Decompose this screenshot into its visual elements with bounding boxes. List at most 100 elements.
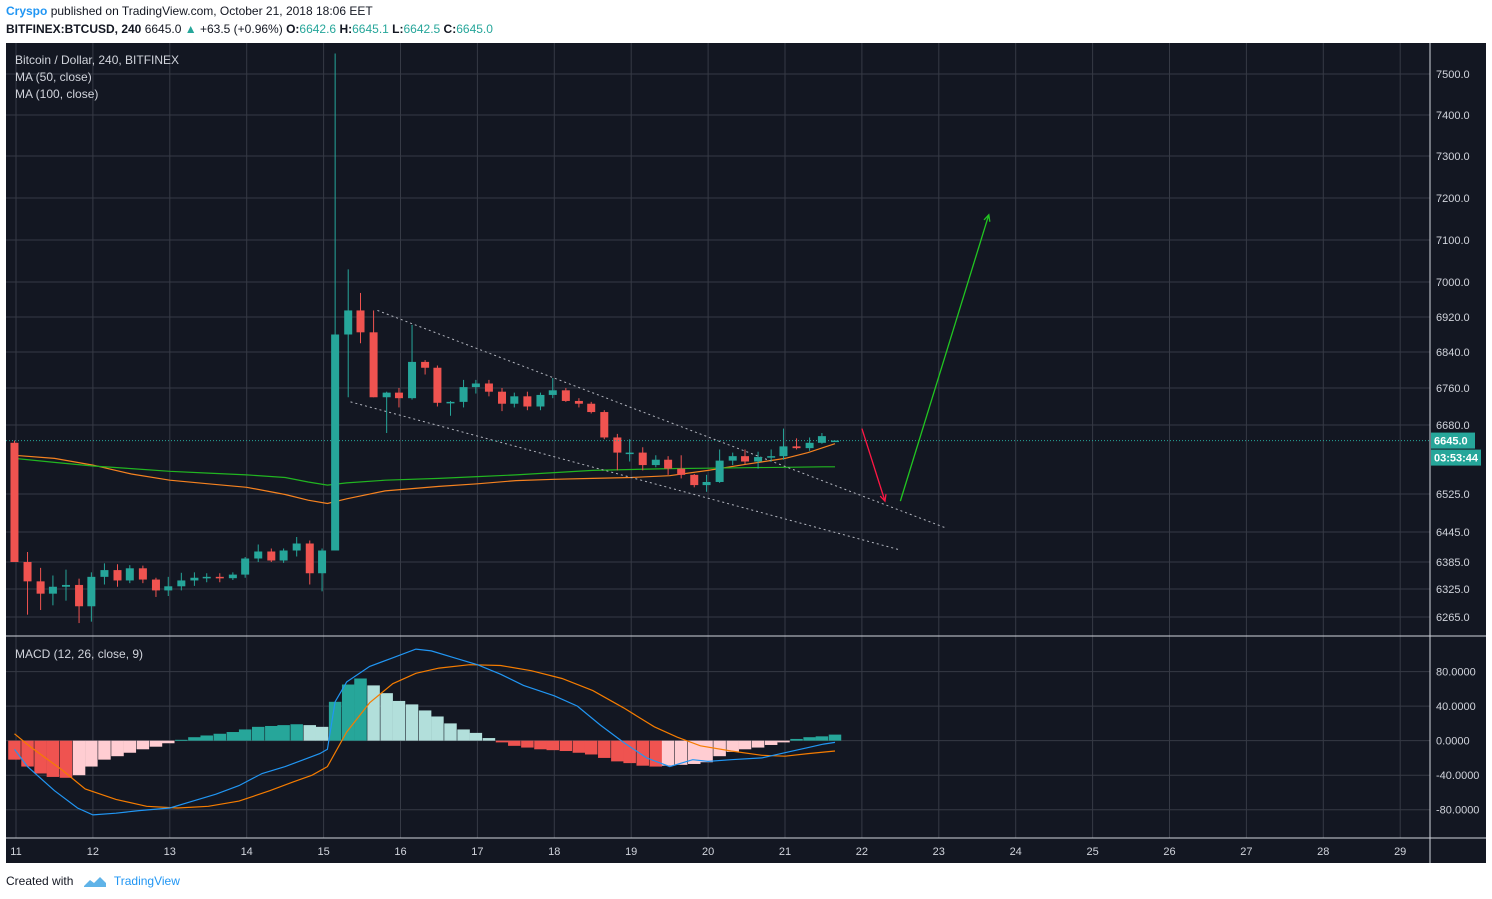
- macd-histogram-bar[interactable]: [136, 740, 150, 750]
- candle-down[interactable]: [574, 400, 583, 404]
- macd-histogram-bar[interactable]: [34, 740, 47, 774]
- candle-down[interactable]: [10, 442, 19, 562]
- macd-histogram-bar[interactable]: [303, 725, 317, 741]
- macd-histogram-bar[interactable]: [188, 737, 201, 741]
- author-link[interactable]: Cryspo: [6, 4, 48, 18]
- candle-down[interactable]: [23, 562, 32, 582]
- macd-histogram-bar[interactable]: [584, 740, 598, 755]
- candle-down[interactable]: [613, 437, 622, 453]
- macd-histogram-bar[interactable]: [328, 701, 342, 741]
- candle-up[interactable]: [779, 446, 788, 457]
- candle-up[interactable]: [715, 460, 724, 482]
- macd-histogram-bar[interactable]: [238, 729, 252, 741]
- macd-histogram-bar[interactable]: [790, 738, 803, 741]
- candle-down[interactable]: [523, 396, 532, 407]
- candle-down[interactable]: [151, 579, 160, 591]
- candle-up[interactable]: [87, 576, 96, 607]
- candle-down[interactable]: [113, 570, 122, 581]
- macd-histogram-bar[interactable]: [559, 740, 573, 752]
- candle-up[interactable]: [471, 383, 480, 388]
- macd-histogram-bar[interactable]: [546, 740, 560, 751]
- candle-up[interactable]: [190, 577, 199, 581]
- candle-down[interactable]: [690, 474, 699, 486]
- macd-histogram-bar[interactable]: [521, 740, 534, 748]
- candle-down[interactable]: [587, 403, 596, 413]
- candle-up[interactable]: [536, 394, 545, 407]
- candle-up[interactable]: [177, 580, 186, 587]
- macd-histogram-bar[interactable]: [200, 735, 213, 741]
- macd-histogram-bar[interactable]: [534, 740, 547, 750]
- candle-up[interactable]: [254, 551, 263, 559]
- macd-histogram-bar[interactable]: [611, 740, 624, 762]
- candle-up[interactable]: [651, 459, 660, 466]
- legend-ma100[interactable]: MA (100, close): [15, 87, 98, 101]
- candle-up[interactable]: [100, 570, 109, 577]
- macd-histogram-bar[interactable]: [405, 704, 419, 741]
- macd-histogram-bar[interactable]: [85, 740, 98, 767]
- macd-histogram-bar[interactable]: [72, 740, 86, 776]
- channel-trendline[interactable]: [377, 309, 947, 529]
- macd-histogram-bar[interactable]: [469, 732, 483, 741]
- candle-up[interactable]: [408, 361, 417, 399]
- candle-down[interactable]: [484, 383, 493, 392]
- macd-histogram-bar[interactable]: [661, 740, 675, 766]
- macd-histogram-bar[interactable]: [341, 684, 355, 741]
- macd-histogram-bar[interactable]: [495, 740, 509, 743]
- candle-down[interactable]: [75, 584, 84, 607]
- candle-down[interactable]: [638, 452, 647, 466]
- macd-histogram-bar[interactable]: [290, 724, 303, 741]
- candle-down[interactable]: [677, 468, 686, 475]
- macd-histogram-bar[interactable]: [713, 740, 726, 757]
- candle-down[interactable]: [305, 543, 314, 574]
- macd-histogram-bar[interactable]: [623, 740, 636, 764]
- candle-down[interactable]: [792, 446, 801, 449]
- macd-histogram-bar[interactable]: [162, 740, 175, 744]
- candle-down[interactable]: [561, 390, 570, 401]
- candle-up[interactable]: [202, 576, 211, 579]
- arrow-down-icon-shaft[interactable]: [861, 428, 886, 502]
- candle-down[interactable]: [138, 568, 147, 580]
- candle-down[interactable]: [421, 361, 430, 368]
- chart-area[interactable]: 11 12 13 14 15 16 17 18 19 20 21 22 23 24 25 26 27 28 29 75…: [6, 43, 1486, 863]
- macd-histogram-bar[interactable]: [392, 700, 406, 741]
- macd-histogram-bar[interactable]: [59, 740, 73, 778]
- macd-histogram-bar[interactable]: [251, 726, 265, 741]
- macd-histogram-bar[interactable]: [674, 740, 688, 765]
- candle-down[interactable]: [664, 459, 673, 469]
- macd-histogram-bar[interactable]: [700, 740, 713, 763]
- macd-histogram-bar[interactable]: [751, 740, 765, 748]
- macd-histogram-bar[interactable]: [444, 723, 457, 741]
- macd-histogram-bar[interactable]: [572, 740, 586, 753]
- macd-histogram-bar[interactable]: [354, 678, 367, 741]
- macd-histogram-bar[interactable]: [636, 740, 649, 766]
- candle-down[interactable]: [215, 576, 224, 579]
- macd-histogram-bar[interactable]: [380, 693, 393, 741]
- macd-histogram-bar[interactable]: [265, 725, 278, 741]
- candle-up[interactable]: [125, 568, 134, 581]
- candle-up[interactable]: [48, 586, 57, 594]
- macd-histogram-bar[interactable]: [175, 739, 188, 741]
- macd-histogram-bar[interactable]: [803, 737, 816, 741]
- macd-histogram-bar[interactable]: [738, 740, 752, 750]
- candle-up[interactable]: [754, 457, 763, 462]
- macd-histogram-bar[interactable]: [46, 740, 60, 777]
- macd-histogram-bar[interactable]: [98, 740, 111, 760]
- tradingview-brand-link[interactable]: TradingView: [113, 874, 180, 888]
- candle-up[interactable]: [279, 550, 288, 561]
- candle-up[interactable]: [459, 387, 468, 402]
- macd-histogram-bar[interactable]: [431, 716, 444, 741]
- macd-histogram-bar[interactable]: [482, 738, 496, 741]
- candle-up[interactable]: [164, 586, 173, 591]
- macd-histogram-bar[interactable]: [598, 740, 611, 758]
- candle-up[interactable]: [241, 558, 250, 575]
- candle-up[interactable]: [510, 396, 519, 404]
- macd-histogram-bar[interactable]: [226, 732, 240, 741]
- macd-histogram-bar[interactable]: [828, 734, 842, 741]
- candle-up[interactable]: [344, 310, 353, 335]
- macd-histogram-bar[interactable]: [149, 740, 163, 747]
- candle-down[interactable]: [369, 332, 378, 398]
- candle-up[interactable]: [805, 442, 814, 449]
- macd-histogram-bar[interactable]: [777, 740, 790, 743]
- candle-up[interactable]: [702, 481, 711, 486]
- candle-up[interactable]: [446, 401, 455, 404]
